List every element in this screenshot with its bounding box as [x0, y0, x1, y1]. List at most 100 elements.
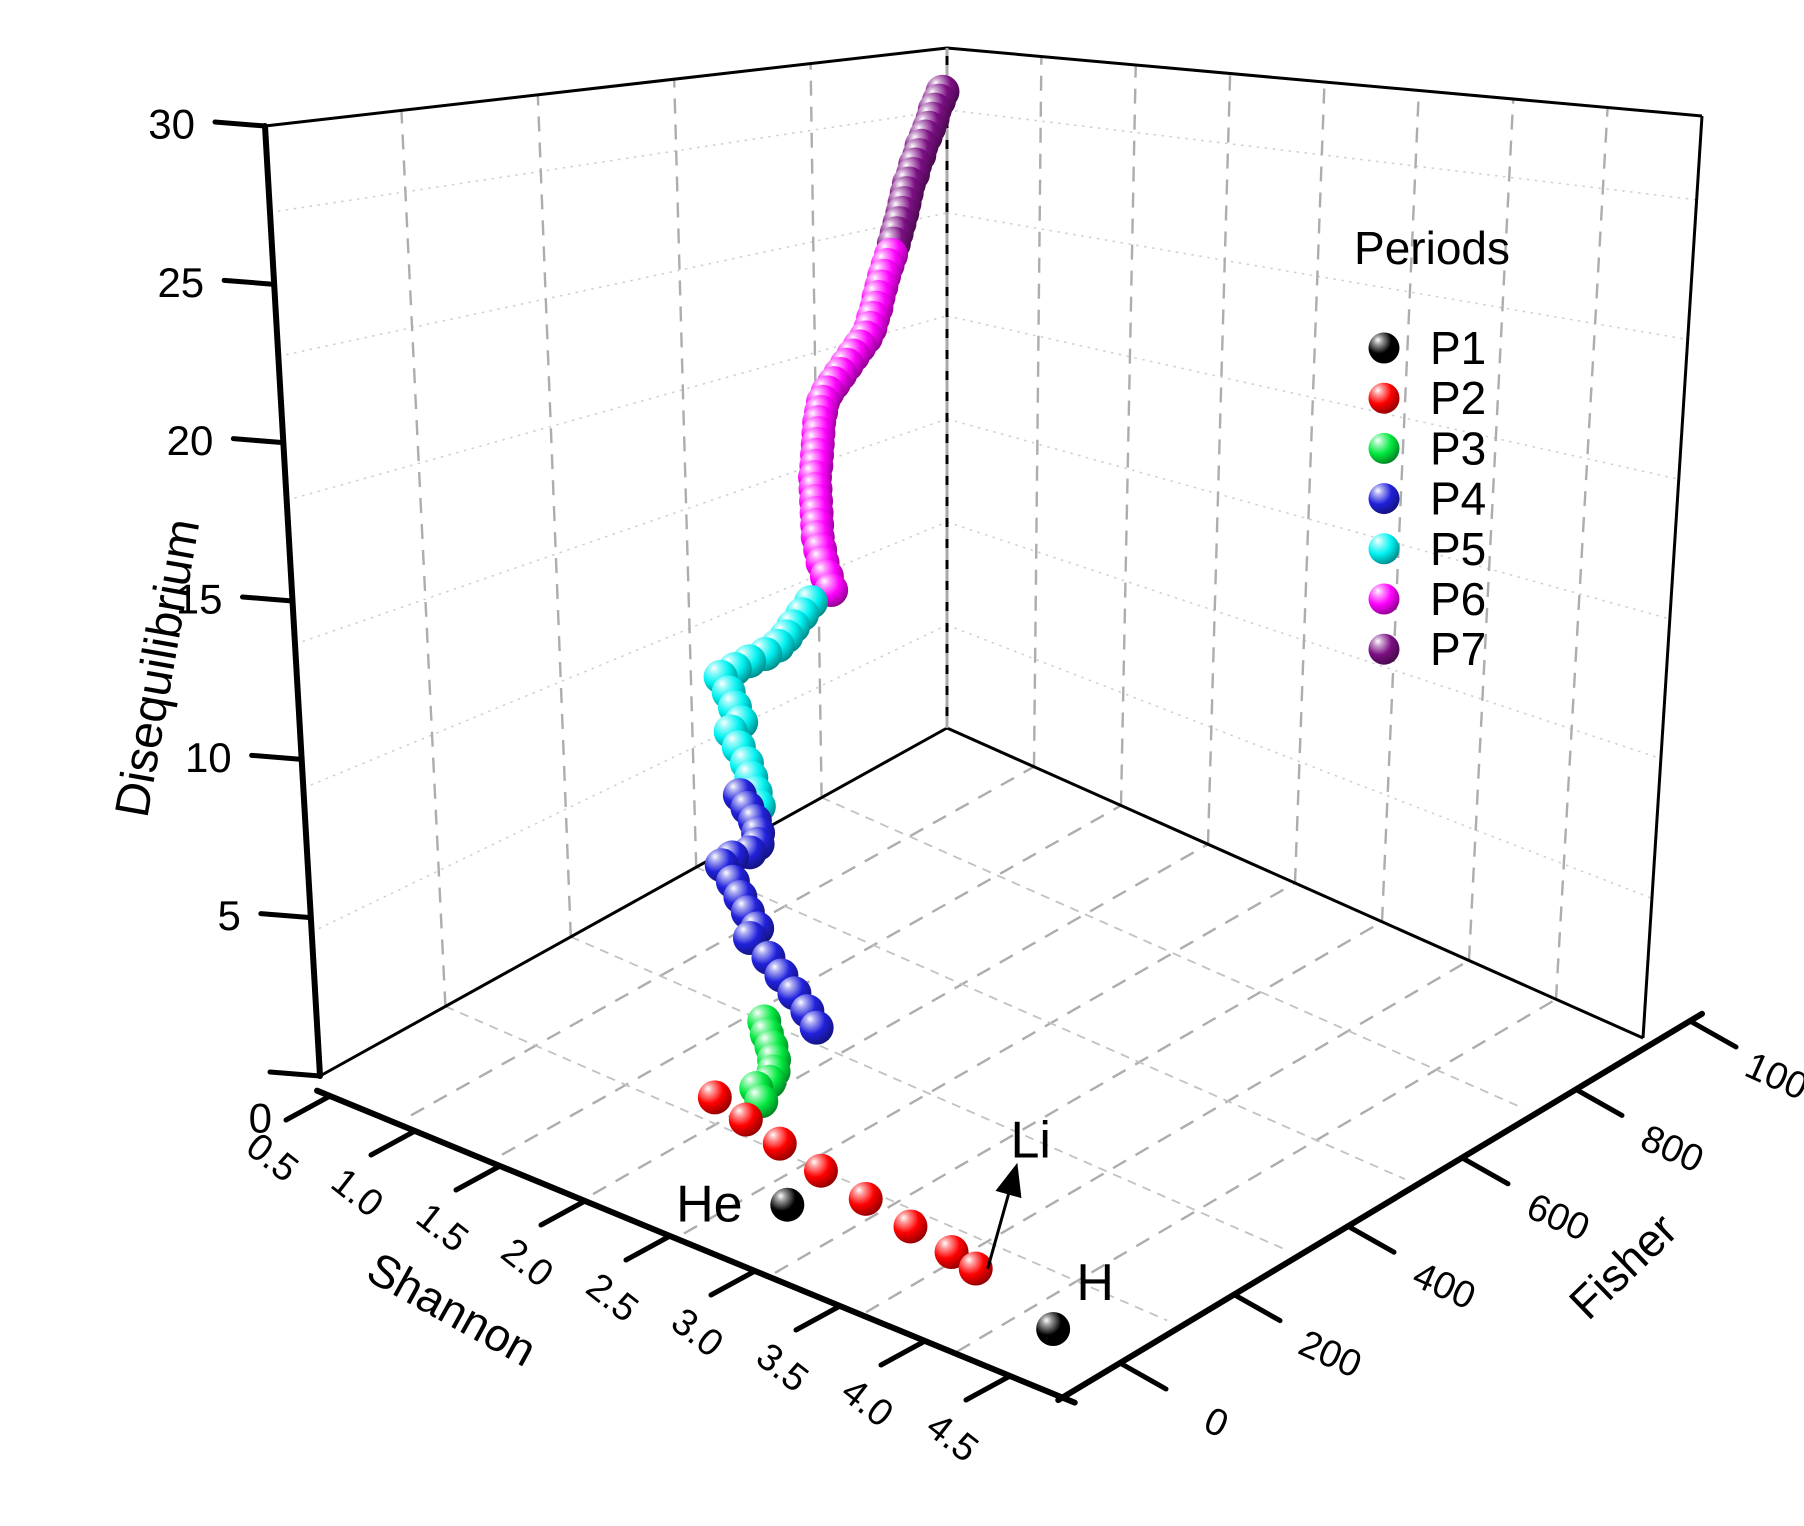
- legend-entry-p3[interactable]: P3: [1368, 422, 1487, 474]
- shannon-axis-tick: [708, 1268, 758, 1298]
- gridline: [501, 804, 1122, 1156]
- shannon-tick-label: 4.0: [833, 1370, 900, 1436]
- disequilibrium-axis-tick: [267, 1069, 323, 1079]
- disequilibrium-tick-label: 0: [249, 1095, 272, 1142]
- 3d-scatter-plot: 0.51.01.52.02.53.03.54.04.5 0200400600800…: [106, 46, 1804, 1471]
- gridline: [269, 109, 948, 214]
- fisher-tick-label: 1000: [1739, 1045, 1804, 1118]
- gridline: [1467, 98, 1515, 961]
- annotation-arrow-li: [986, 1162, 1022, 1269]
- legend-entry-label: P2: [1430, 372, 1486, 424]
- gridline: [445, 1005, 1168, 1322]
- gridline: [1380, 90, 1421, 922]
- gridline: [400, 110, 447, 1007]
- gridline: [774, 920, 1383, 1274]
- fisher-tick-label: 800: [1634, 1117, 1709, 1181]
- fisher-axis-tick: [1231, 1292, 1283, 1324]
- gridline: [286, 315, 948, 501]
- shannon-axis-tick: [283, 1093, 333, 1123]
- disequilibrium-tick-label: 20: [167, 417, 214, 464]
- fisher-tick-label: 200: [1292, 1323, 1367, 1387]
- fisher-axis-tick: [1345, 1223, 1397, 1255]
- annotation-he: He: [676, 1176, 742, 1234]
- legend-title: Periods: [1354, 222, 1510, 274]
- shannon-axis-tick: [538, 1198, 588, 1228]
- data-point-p2: [934, 1235, 969, 1270]
- gridline: [946, 624, 1653, 900]
- gridline: [570, 935, 1287, 1251]
- data-point-p2: [697, 1080, 732, 1115]
- gridline: [311, 624, 948, 933]
- fisher-axis-line: [1055, 1010, 1706, 1404]
- legend-marker-p7: [1368, 633, 1400, 665]
- legend-entry-p2[interactable]: P2: [1368, 372, 1487, 424]
- annotations: H He Li: [676, 1112, 1114, 1312]
- disequilibrium-tick-label: 5: [217, 892, 240, 939]
- plot-box-edge: [1641, 115, 1704, 1039]
- disequilibrium-tick-label: 30: [148, 101, 195, 148]
- shannon-axis-tick: [963, 1373, 1013, 1403]
- legend-entry-p6[interactable]: P6: [1368, 573, 1487, 625]
- gridline: [673, 79, 698, 868]
- disequilibrium-axis-tick: [240, 594, 295, 604]
- shannon-tick-label: 3.5: [748, 1335, 815, 1401]
- shannon-tick-label: 4.5: [918, 1405, 985, 1471]
- shannon-axis-tick: [623, 1233, 673, 1263]
- gridline: [695, 866, 1406, 1181]
- data-point-p2: [762, 1126, 797, 1161]
- plot-box: [264, 46, 1704, 1078]
- shannon-axis-tick: [878, 1338, 928, 1368]
- gridline: [1293, 81, 1326, 884]
- shannon-tick-label: 1.5: [408, 1195, 475, 1261]
- data-point-p2: [848, 1181, 883, 1216]
- legend-marker-p5: [1368, 533, 1400, 565]
- gridline: [1554, 107, 1609, 1000]
- gridline: [946, 212, 1688, 341]
- gridline: [536, 94, 572, 937]
- fisher-axis-tick: [1687, 1018, 1739, 1050]
- fisher-axis-tick: [1117, 1360, 1169, 1392]
- fisher-tick-label: 0: [1198, 1400, 1234, 1447]
- shannon-axis-tick: [793, 1303, 843, 1333]
- gridline: [303, 521, 948, 789]
- legend-entry-p4[interactable]: P4: [1368, 473, 1487, 525]
- legend-marker-p4: [1368, 483, 1400, 515]
- legend-entry-label: P1: [1430, 322, 1486, 374]
- shannon-tick-label: 2.0: [493, 1230, 560, 1296]
- gridline: [946, 418, 1671, 620]
- data-points: [697, 74, 1071, 1347]
- gridline: [592, 843, 1209, 1196]
- legend-entry-label: P4: [1430, 473, 1486, 525]
- gridline: [956, 998, 1557, 1353]
- shannon-tick-label: 2.5: [578, 1265, 645, 1331]
- gridline: [294, 418, 948, 645]
- fisher-axis-tick: [1573, 1086, 1625, 1118]
- gridline: [946, 315, 1679, 480]
- legend-entry-p1[interactable]: P1: [1368, 322, 1487, 374]
- gridline: [278, 212, 948, 358]
- legend-entry-p5[interactable]: P5: [1368, 523, 1487, 575]
- data-point-p2: [803, 1153, 838, 1188]
- disequilibrium-tick-label: 10: [185, 734, 232, 781]
- legend-entry-label: P5: [1430, 523, 1486, 575]
- legend-marker-p6: [1368, 583, 1400, 615]
- legend-marker-p2: [1368, 382, 1400, 414]
- plot-box-edge: [319, 726, 948, 1078]
- shannon-tick-label: 1.0: [323, 1160, 390, 1226]
- disequilibrium-axis-tick: [212, 119, 268, 129]
- data-point-p2: [958, 1251, 993, 1286]
- plot-box-edge: [946, 46, 1703, 118]
- gridline: [410, 765, 1035, 1117]
- gridline: [683, 881, 1296, 1235]
- shannon-tick-label: 3.0: [663, 1300, 730, 1366]
- gridline: [1032, 56, 1043, 767]
- shannon-axis-tick: [453, 1163, 503, 1193]
- legend-entry-p7[interactable]: P7: [1368, 623, 1487, 675]
- legend-marker-p3: [1368, 432, 1400, 464]
- legend-entry-label: P6: [1430, 573, 1486, 625]
- gridline: [821, 796, 1525, 1110]
- fisher-axis-tick: [1459, 1155, 1511, 1187]
- legend-entry-label: P3: [1430, 422, 1486, 474]
- disequilibrium-axis-tick: [258, 911, 314, 921]
